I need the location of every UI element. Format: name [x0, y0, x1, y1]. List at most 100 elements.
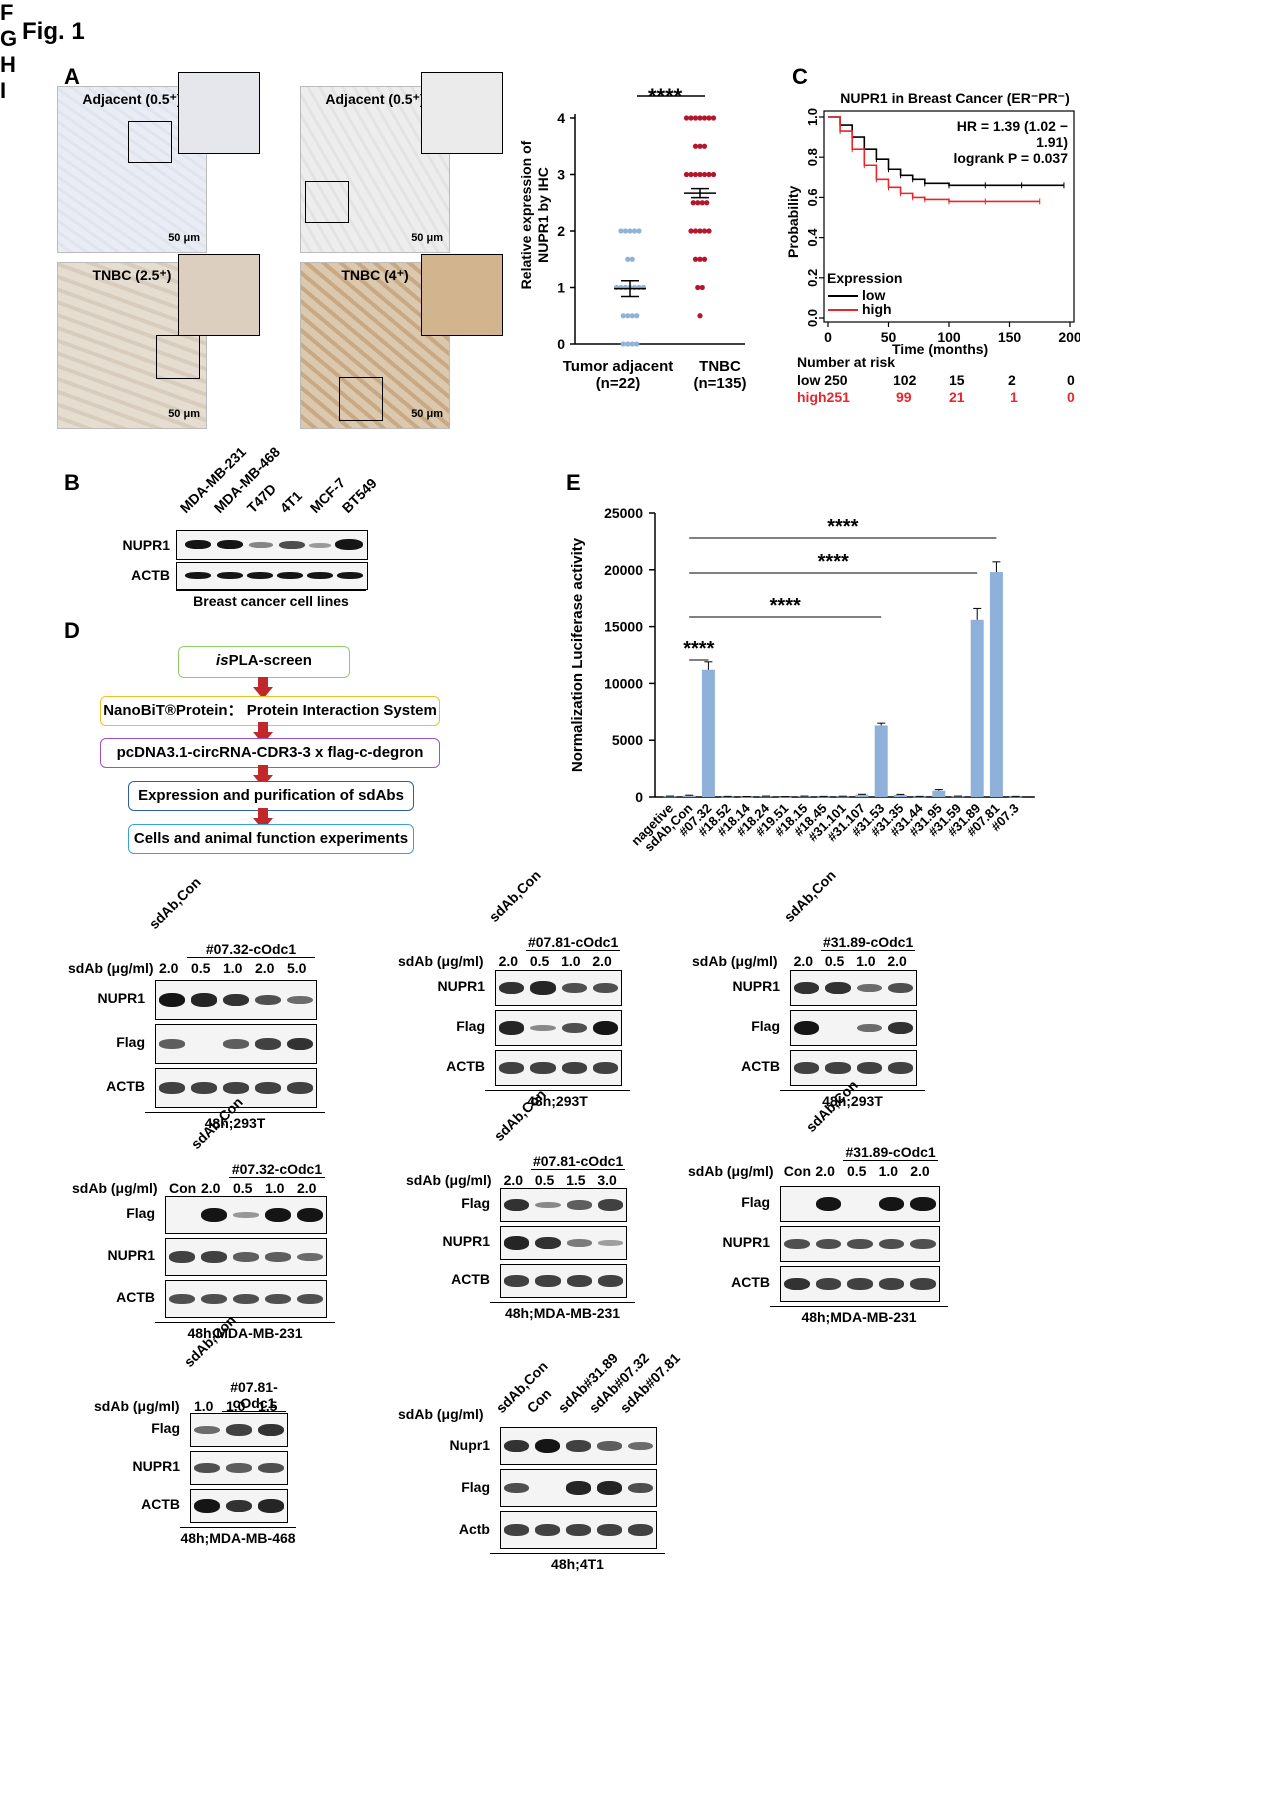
dose-value: 2.0	[910, 1163, 930, 1179]
row-label: Flag	[751, 1018, 780, 1034]
dose-value: 1.0	[223, 960, 243, 976]
flow-step-1: isPLA-screen	[178, 646, 350, 678]
dose-value: 1.5	[258, 1398, 278, 1414]
band	[223, 1039, 249, 1049]
data-point	[701, 171, 708, 178]
zoom-box	[339, 377, 383, 421]
blot-i-flag	[500, 1469, 657, 1507]
row-label: NUPR1	[437, 978, 485, 994]
legend-line-low	[828, 295, 858, 298]
dose-label: sdAb (μg/ml)	[94, 1398, 180, 1414]
row-label: NUPR1	[442, 1233, 490, 1249]
band	[504, 1439, 529, 1453]
dose-label: sdAb (μg/ml)	[406, 1172, 492, 1188]
scatter-ylabel-line1: Relative expression of	[518, 140, 534, 290]
row-label: ACTB	[741, 1058, 780, 1074]
data-point	[620, 313, 626, 319]
data-point	[625, 341, 631, 347]
band	[910, 1238, 936, 1250]
band	[535, 1201, 561, 1209]
band	[287, 995, 313, 1005]
bar	[701, 669, 715, 797]
blot-g2-actb	[500, 1264, 627, 1298]
row-label: Flag	[461, 1195, 490, 1211]
risk-value: 2	[1008, 372, 1016, 388]
blot-b-nupr1	[176, 530, 368, 560]
data-point	[699, 284, 705, 291]
risk-row-low: low 250 102 15 2 0	[797, 372, 1087, 388]
band	[535, 1236, 561, 1250]
row-label: ACTB	[106, 1078, 145, 1094]
scatter-ylabel: Relative expression of NUPR1 by IHC	[518, 115, 552, 315]
band	[825, 1062, 851, 1074]
row-label: Flag	[456, 1018, 485, 1034]
km-legend: low high	[828, 288, 892, 316]
group-label: #07.32-cOdc1	[187, 941, 315, 958]
band	[910, 1278, 936, 1290]
data-point	[710, 115, 717, 121]
band	[226, 1424, 252, 1436]
km-legend-title: Expression	[827, 270, 903, 286]
band	[297, 1293, 323, 1305]
dose-value: 1.0	[194, 1398, 214, 1414]
km-ylabel: Probability	[785, 185, 801, 258]
dose-value: 2.0	[793, 953, 814, 969]
band	[169, 1293, 195, 1305]
flow-step-3: pcDNA3.1-circRNA-CDR3-3 x flag-c-degron	[100, 738, 440, 768]
band	[856, 1023, 882, 1033]
row-label: NUPR1	[132, 1458, 180, 1474]
band	[504, 1524, 529, 1536]
blot-f1-actb	[155, 1068, 317, 1108]
panel-letter-d: D	[64, 618, 80, 643]
band	[499, 1021, 525, 1035]
data-point	[625, 313, 631, 319]
blot-h-nupr1	[190, 1451, 288, 1485]
band	[504, 1275, 530, 1287]
row-label: Flag	[151, 1420, 180, 1436]
condition-label: 48h;MDA-MB-231	[155, 1322, 335, 1341]
bar	[951, 796, 965, 798]
risk-label-low: low 250	[797, 372, 848, 388]
risk-row-high: high251 99 21 1 0	[797, 389, 1087, 405]
band	[887, 982, 913, 994]
blot-f2-nupr1	[495, 970, 622, 1006]
band	[597, 1441, 622, 1451]
data-point	[690, 200, 696, 206]
bar	[797, 796, 811, 798]
band	[194, 1499, 220, 1513]
band	[191, 993, 217, 1007]
band	[561, 1022, 587, 1034]
band	[258, 1423, 284, 1437]
band	[784, 1277, 810, 1291]
y-tick-label: 4	[557, 110, 565, 126]
x-tick-label: 150	[998, 329, 1022, 345]
bar	[970, 619, 984, 797]
ihc-caption: Adjacent (0.5⁺)	[82, 91, 182, 107]
dose-value: 1.0	[856, 953, 876, 969]
band	[287, 1082, 313, 1094]
band	[255, 1082, 281, 1094]
data-point	[627, 228, 633, 234]
x-tick-label: 200	[1058, 329, 1080, 345]
band	[815, 1197, 842, 1211]
blot-g3-flag	[780, 1186, 940, 1222]
ihc-inset	[421, 254, 503, 336]
dose-value: 0.5	[233, 1180, 253, 1196]
scatter-ylabel-line2: NUPR1 by IHC	[535, 167, 551, 263]
dose-value: 2.0	[503, 1172, 524, 1188]
group-label: #07.81-cOdc1	[531, 1153, 625, 1170]
data-point	[683, 115, 690, 121]
band	[597, 1240, 623, 1246]
x-tick-label: 0	[824, 329, 832, 345]
dose-value: 1.0	[265, 1180, 285, 1196]
scale-bar: 50 μm	[411, 408, 443, 420]
risk-value: 21	[949, 389, 965, 405]
band	[566, 1200, 592, 1210]
dose-value: 2.0	[255, 960, 275, 976]
blot-g3-nupr1	[780, 1226, 940, 1262]
km-hr: HR = 1.39 (1.02 − 1.91)	[956, 118, 1068, 150]
row-label: Nupr1	[449, 1437, 490, 1453]
zoom-box	[128, 121, 172, 163]
flow-step-2: NanoBiT®Protein： Protein Interaction Sys…	[100, 696, 440, 726]
scatter-significance: ****	[648, 84, 683, 109]
